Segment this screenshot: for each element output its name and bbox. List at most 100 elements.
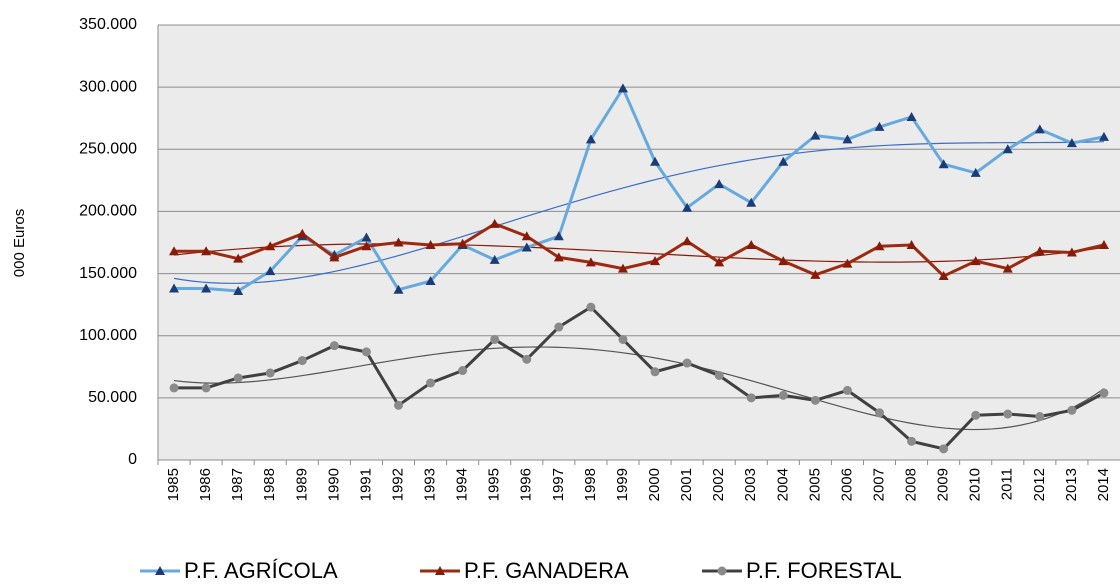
data-point xyxy=(169,283,180,293)
data-point xyxy=(489,218,500,228)
data-point xyxy=(842,385,852,395)
data-point xyxy=(778,256,789,266)
x-tick-label: 2009 xyxy=(935,468,952,501)
data-point xyxy=(169,246,180,256)
data-point xyxy=(361,241,372,251)
data-point xyxy=(970,256,981,266)
data-point xyxy=(1066,247,1077,257)
data-point xyxy=(650,156,661,166)
data-point xyxy=(426,378,436,388)
x-tick-label: 2001 xyxy=(678,468,695,501)
data-point xyxy=(746,393,756,403)
data-point xyxy=(906,111,917,121)
data-point xyxy=(778,390,788,400)
x-tick-label: 2010 xyxy=(967,468,984,501)
data-point xyxy=(553,231,564,241)
data-point xyxy=(554,322,564,332)
x-tick-label: 1993 xyxy=(422,468,439,501)
data-point xyxy=(875,408,884,418)
legend-marker xyxy=(435,566,445,575)
x-tick-label: 1991 xyxy=(357,468,374,501)
data-point xyxy=(778,156,789,166)
y-tick-label: 150.000 xyxy=(79,265,137,282)
data-point xyxy=(297,356,307,366)
data-point xyxy=(617,83,628,93)
data-point xyxy=(971,410,981,420)
data-point xyxy=(970,167,981,177)
data-point xyxy=(425,276,436,286)
data-point xyxy=(874,121,885,131)
data-point xyxy=(1067,405,1077,415)
data-point xyxy=(714,179,725,189)
data-point xyxy=(746,239,757,249)
data-point xyxy=(714,370,724,380)
x-tick-label: 2003 xyxy=(742,468,759,501)
plot-area xyxy=(158,25,1120,460)
trendline xyxy=(173,141,1104,284)
data-point xyxy=(265,368,275,378)
data-point xyxy=(714,257,725,267)
y-tick-label: 350.000 xyxy=(79,16,137,33)
x-tick-label: 1995 xyxy=(486,468,503,501)
y-tick-label: 200.000 xyxy=(79,203,137,220)
x-tick-label: 2005 xyxy=(806,468,823,501)
series-line xyxy=(174,222,1105,278)
y-tick-label: 50.000 xyxy=(88,389,137,406)
data-point xyxy=(1002,144,1013,154)
data-point xyxy=(874,241,885,251)
data-point xyxy=(650,256,661,266)
data-point xyxy=(810,130,821,140)
x-tick-label: 1990 xyxy=(325,468,342,501)
data-point xyxy=(1066,138,1077,148)
data-point xyxy=(458,366,468,376)
data-point xyxy=(361,232,372,242)
data-point xyxy=(1034,124,1045,134)
data-point xyxy=(939,444,949,454)
x-tick-label: 1999 xyxy=(614,468,631,501)
data-point xyxy=(842,258,853,268)
x-tick-label: 1994 xyxy=(454,468,471,501)
legend-label: P.F. AGRÍCOLA xyxy=(184,558,338,583)
data-point xyxy=(457,238,468,248)
legend-marker xyxy=(717,566,727,576)
data-point xyxy=(522,354,532,364)
data-point xyxy=(394,400,403,410)
data-point xyxy=(361,347,371,357)
data-point xyxy=(1002,263,1013,273)
data-point xyxy=(553,252,564,262)
data-point xyxy=(329,252,340,262)
legend-label: P.F. FORESTAL xyxy=(746,558,902,583)
data-point xyxy=(650,367,660,377)
data-point xyxy=(265,241,276,251)
data-point xyxy=(682,358,692,368)
data-point xyxy=(810,269,821,279)
data-point xyxy=(938,159,949,169)
x-tick-label: 1987 xyxy=(229,468,246,501)
data-point xyxy=(1099,388,1109,398)
data-point xyxy=(297,228,308,238)
x-tick-label: 2014 xyxy=(1095,468,1112,501)
x-tick-label: 2011 xyxy=(999,468,1016,500)
data-point xyxy=(682,236,693,246)
y-tick-label: 0 xyxy=(128,451,137,468)
x-tick-label: 1989 xyxy=(293,468,310,501)
data-point xyxy=(907,436,917,446)
data-point xyxy=(169,383,179,393)
data-point xyxy=(490,334,500,344)
y-tick-label: 300.000 xyxy=(79,78,137,95)
data-point xyxy=(746,197,757,207)
data-point xyxy=(938,271,949,281)
data-point xyxy=(201,246,212,256)
x-tick-label: 2000 xyxy=(646,468,663,501)
legend-label: P.F. GANADERA xyxy=(464,558,629,583)
data-point xyxy=(425,239,436,249)
trendline xyxy=(173,243,1105,263)
legend-marker xyxy=(155,566,165,575)
data-point xyxy=(585,134,596,144)
data-point xyxy=(682,202,693,212)
x-tick-label: 2006 xyxy=(838,468,855,501)
data-point xyxy=(521,231,532,241)
data-point xyxy=(329,341,339,351)
y-tick-label: 100.000 xyxy=(79,327,137,344)
